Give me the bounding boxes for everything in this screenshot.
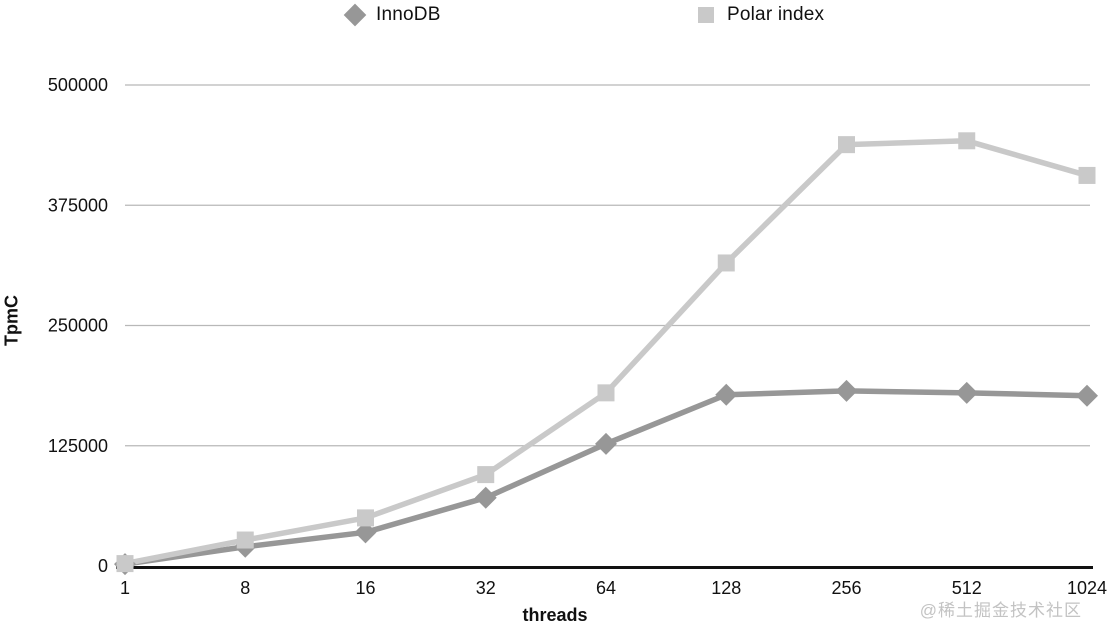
data-point-diamond <box>955 381 978 404</box>
y-tick-label: 250000 <box>48 316 108 336</box>
y-tick-label: 0 <box>98 556 108 576</box>
y-tick-label: 125000 <box>48 436 108 456</box>
data-point-diamond <box>835 379 858 402</box>
y-axis-title: TpmC <box>1 295 22 346</box>
data-point-diamond <box>595 432 617 455</box>
x-tick-label: 512 <box>952 578 982 598</box>
x-tick-label: 128 <box>711 578 741 598</box>
legend-item-innodb: InnoDB <box>343 2 441 28</box>
data-point-square <box>357 509 374 527</box>
x-tick-label: 64 <box>596 578 616 598</box>
x-tick-label: 1024 <box>1067 578 1107 598</box>
x-tick-label: 16 <box>355 578 375 598</box>
data-point-square <box>236 531 254 549</box>
y-tick-label: 500000 <box>48 75 108 95</box>
data-point-square <box>1078 166 1096 184</box>
square-icon <box>698 7 714 23</box>
data-point-diamond <box>474 486 497 509</box>
data-point-diamond <box>354 521 377 544</box>
data-point-square <box>717 254 735 272</box>
x-axis-title: threads <box>522 605 588 625</box>
data-point-square <box>116 555 134 573</box>
x-tick-label: 32 <box>476 578 496 598</box>
data-point-diamond <box>1076 384 1098 407</box>
legend-label-innodb: InnoDB <box>376 4 441 25</box>
x-tick-label: 1 <box>120 578 130 598</box>
x-tick-label: 256 <box>831 578 861 598</box>
watermark: @稀土掘金技术社区 <box>919 601 1082 620</box>
diamond-icon <box>343 3 367 27</box>
legend-item-polar-index: Polar index <box>698 2 824 28</box>
series-line-polar-index <box>122 138 1090 567</box>
y-tick-label: 375000 <box>48 195 108 215</box>
legend-label-polar-index: Polar index <box>727 4 825 25</box>
x-tick-label: 8 <box>240 578 250 598</box>
data-point-square <box>958 132 976 150</box>
data-point-square <box>477 466 495 484</box>
data-point-square <box>597 384 615 402</box>
data-point-diamond <box>715 383 738 406</box>
data-point-square <box>838 136 855 154</box>
